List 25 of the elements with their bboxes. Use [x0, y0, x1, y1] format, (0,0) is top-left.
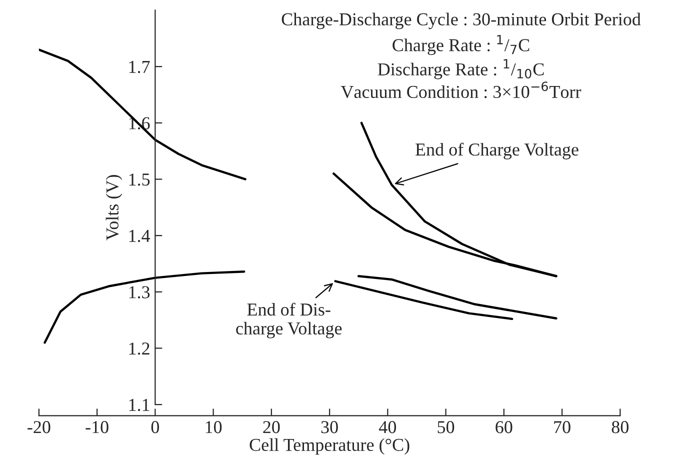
- annotation: Vacuum Condition : 3×10$^{−6}$Torr: [340, 82, 582, 98]
- x-tick-label: 30: [321, 421, 338, 434]
- x-tick-label: 50: [438, 421, 454, 434]
- y-tick-label: 1.2: [129, 342, 150, 355]
- x-tick-label: 60: [496, 421, 512, 434]
- y-axis-title: Volts (V): [106, 174, 122, 240]
- y-tick-label: 1.1: [129, 398, 150, 412]
- x-tick-label: 40: [378, 421, 396, 434]
- x-tick-label: 0: [151, 421, 160, 434]
- x-tick-label: 20: [263, 421, 280, 434]
- x-tick-label: 70: [554, 421, 570, 434]
- annotation: Discharge Rate : $^{1}$/$_{10}$C: [378, 59, 544, 80]
- y-tick-label: 1.7: [129, 60, 150, 74]
- x-tick-label: 10: [206, 421, 222, 434]
- annotation: End of Dis- charge Voltage: [236, 302, 342, 338]
- y-tick-label: 1.4: [129, 230, 150, 242]
- annotation: Charge Rate : $^{1}$/$_{7}$C: [392, 34, 530, 56]
- y-tick-label: 1.5: [129, 174, 150, 186]
- x-tick-label: -20: [28, 421, 50, 434]
- x-axis-title: Cell Temperature (°C): [250, 438, 410, 455]
- x-tick-label: -10: [86, 421, 108, 434]
- x-tick-label: 80: [612, 421, 629, 434]
- annotation: Charge-Discharge Cycle : 30-minute Orbit Period: [282, 12, 641, 30]
- annotation: End of Charge Voltage: [416, 142, 578, 160]
- y-tick-label: 1.3: [129, 286, 150, 298]
